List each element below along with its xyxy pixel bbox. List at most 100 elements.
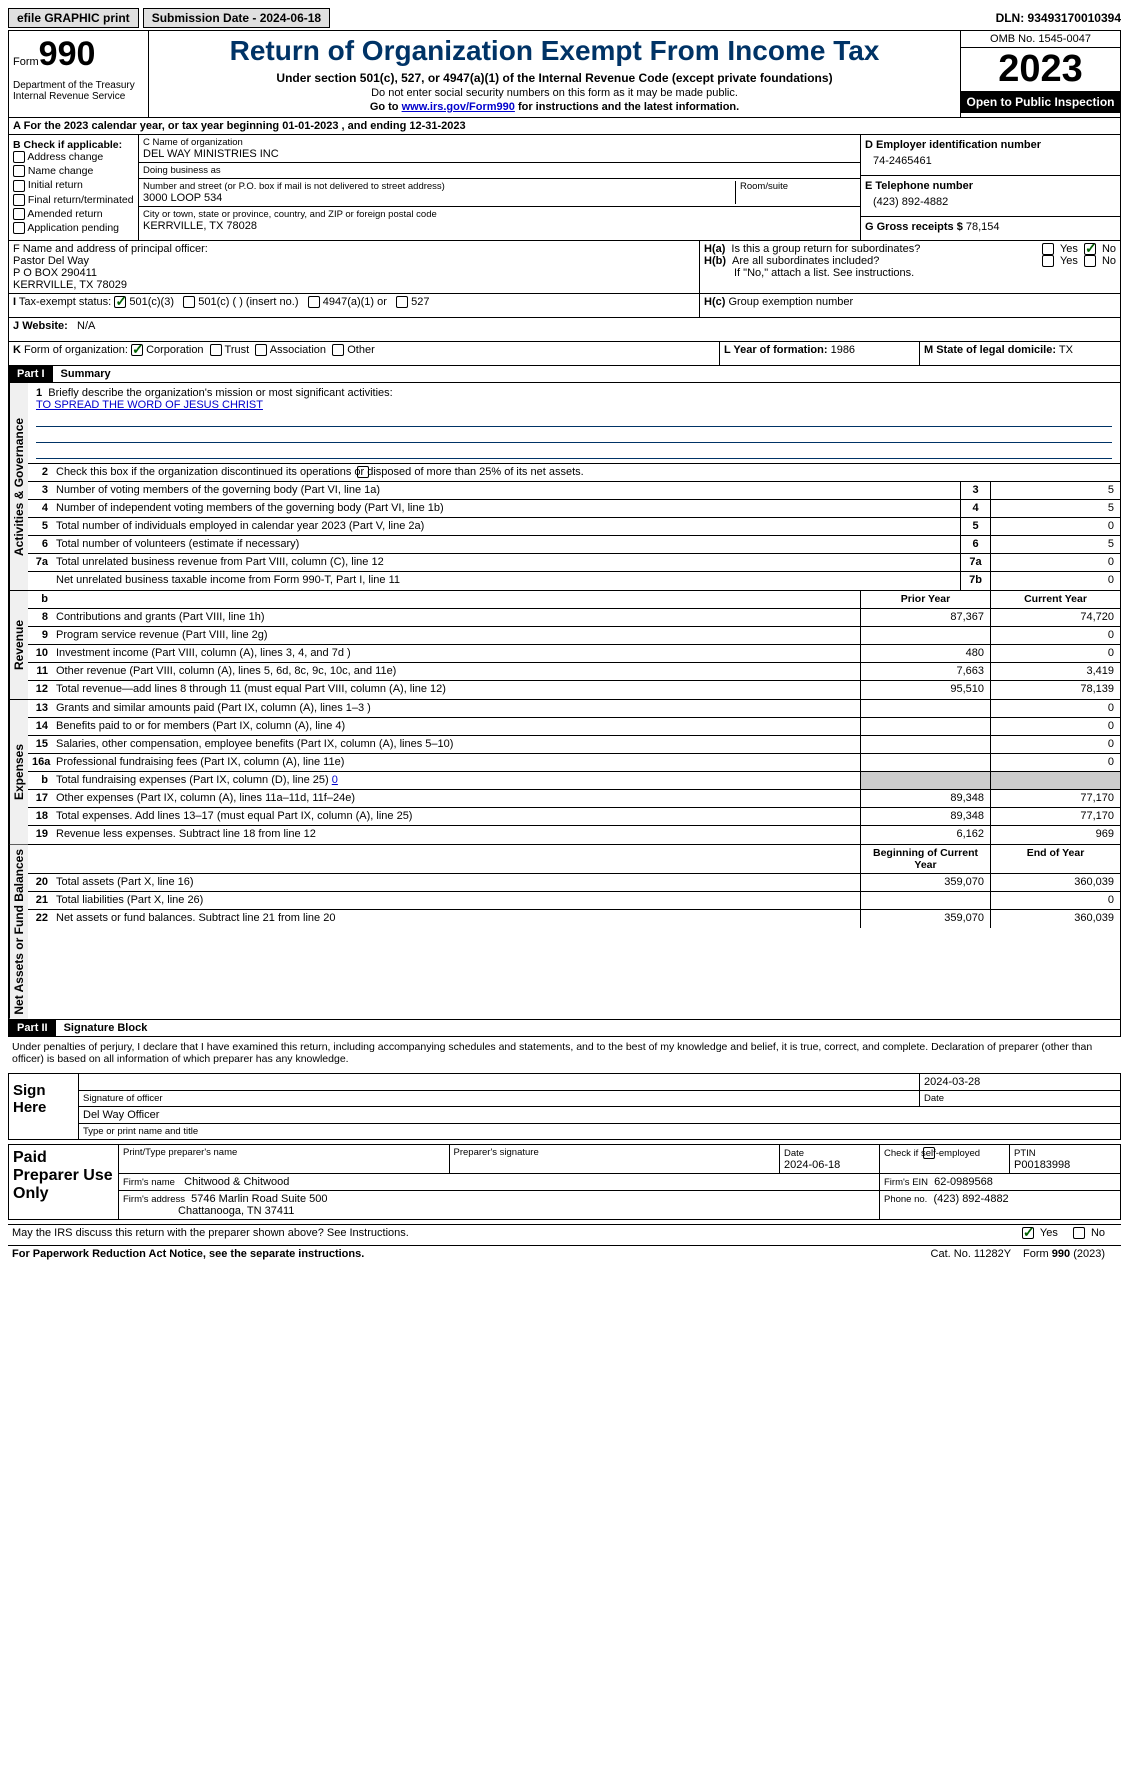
phone: (423) 892-4882 <box>865 192 1116 212</box>
v7a: 0 <box>990 554 1120 571</box>
p18: 89,348 <box>860 808 990 825</box>
cb-hb-no[interactable] <box>1084 255 1096 267</box>
net-assets-label: Net Assets or Fund Balances <box>9 845 28 1019</box>
governance-label: Activities & Governance <box>9 383 28 590</box>
info-grid: B Check if applicable: Address change Na… <box>8 135 1121 241</box>
cb-final-return[interactable] <box>13 194 25 206</box>
dln: DLN: 93493170010394 <box>996 11 1121 25</box>
form-footer: Form 990 (2023) <box>1023 1248 1117 1260</box>
section-revenue: Revenue bPrior YearCurrent Year 8Contrib… <box>8 591 1121 700</box>
cb-ha-no[interactable] <box>1084 243 1096 255</box>
cb-address-change[interactable] <box>13 151 25 163</box>
cb-discontinued[interactable] <box>357 466 369 478</box>
p17: 89,348 <box>860 790 990 807</box>
e21: 0 <box>990 892 1120 909</box>
b22: 359,070 <box>860 910 990 928</box>
v4: 5 <box>990 500 1120 517</box>
c9: 0 <box>990 627 1120 644</box>
cb-discuss-no[interactable] <box>1073 1227 1085 1239</box>
revenue-label: Revenue <box>9 591 28 699</box>
cb-app-pending[interactable] <box>13 222 25 234</box>
room-suite-label: Room/suite <box>740 181 856 192</box>
p9 <box>860 627 990 644</box>
box-b: B Check if applicable: Address change Na… <box>9 135 139 240</box>
c15: 0 <box>990 736 1120 753</box>
c8: 74,720 <box>990 609 1120 626</box>
c18: 77,170 <box>990 808 1120 825</box>
ein: 74-2465461 <box>865 151 1116 171</box>
section-net-assets: Net Assets or Fund Balances Beginning of… <box>8 845 1121 1020</box>
firm-name: Chitwood & Chitwood <box>184 1176 289 1188</box>
org-name: DEL WAY MINISTRIES INC <box>143 148 856 160</box>
cb-trust[interactable] <box>210 344 222 356</box>
cb-hb-yes[interactable] <box>1042 255 1054 267</box>
paid-preparer-block: Paid Preparer Use Only Print/Type prepar… <box>8 1144 1121 1220</box>
e20: 360,039 <box>990 874 1120 891</box>
irs-link[interactable]: www.irs.gov/Form990 <box>402 101 515 113</box>
year-formation: 1986 <box>831 344 855 356</box>
part1-header: Part I Summary <box>8 366 1121 383</box>
cb-527[interactable] <box>396 296 408 308</box>
discuss-row: May the IRS discuss this return with the… <box>8 1224 1121 1241</box>
fundraising-total[interactable]: 0 <box>332 774 338 786</box>
v3: 5 <box>990 482 1120 499</box>
c13: 0 <box>990 700 1120 717</box>
cb-501c3[interactable] <box>114 296 126 308</box>
form-header: Form990 Department of the Treasury Inter… <box>8 30 1121 118</box>
p8: 87,367 <box>860 609 990 626</box>
p11: 7,663 <box>860 663 990 680</box>
p19: 6,162 <box>860 826 990 844</box>
section-governance: Activities & Governance 1 Briefly descri… <box>8 383 1121 591</box>
omb: OMB No. 1545-0047 <box>961 31 1120 48</box>
topbar: efile GRAPHIC print Submission Date - 20… <box>8 8 1121 28</box>
cb-4947[interactable] <box>308 296 320 308</box>
mission-text[interactable]: TO SPREAD THE WORD OF JESUS CHRIST <box>36 399 263 411</box>
prep-date: 2024-06-18 <box>784 1159 840 1171</box>
cb-self-employed[interactable] <box>923 1147 935 1159</box>
cb-501c[interactable] <box>183 296 195 308</box>
sig-date: 2024-03-28 <box>920 1074 1120 1090</box>
cb-discuss-yes[interactable] <box>1022 1227 1034 1239</box>
officer-name: Pastor Del Way <box>13 255 695 267</box>
form-title: Return of Organization Exempt From Incom… <box>153 35 956 67</box>
section-expenses: Expenses 13Grants and similar amounts pa… <box>8 700 1121 845</box>
officer-sig-name: Del Way Officer <box>79 1107 1120 1123</box>
efile-print-button[interactable]: efile GRAPHIC print <box>8 8 139 28</box>
part2-header: Part II Signature Block <box>8 1020 1121 1037</box>
form-label: Form <box>13 56 39 68</box>
expenses-label: Expenses <box>9 700 28 844</box>
box-c: C Name of organization DEL WAY MINISTRIE… <box>139 135 860 240</box>
cb-corp[interactable] <box>131 344 143 356</box>
street-address: 3000 LOOP 534 <box>143 192 735 204</box>
box-deg: D Employer identification number 74-2465… <box>860 135 1120 240</box>
b20: 359,070 <box>860 874 990 891</box>
row-j: J Website: N/A <box>8 318 1121 342</box>
c19: 969 <box>990 826 1120 844</box>
firm-phone: (423) 892-4882 <box>933 1193 1008 1205</box>
cb-amended[interactable] <box>13 208 25 220</box>
cb-other[interactable] <box>332 344 344 356</box>
cb-ha-yes[interactable] <box>1042 243 1054 255</box>
cb-assoc[interactable] <box>255 344 267 356</box>
penalty-text: Under penalties of perjury, I declare th… <box>8 1037 1121 1069</box>
line-a: A For the 2023 calendar year, or tax yea… <box>8 118 1121 135</box>
cb-name-change[interactable] <box>13 165 25 177</box>
v6: 5 <box>990 536 1120 553</box>
form-number: 990 <box>39 35 96 73</box>
cb-initial-return[interactable] <box>13 180 25 192</box>
v5: 0 <box>990 518 1120 535</box>
c16a: 0 <box>990 754 1120 771</box>
form-note1: Do not enter social security numbers on … <box>153 87 956 99</box>
cat-no: Cat. No. 11282Y <box>931 1248 1024 1260</box>
firm-addr: 5746 Marlin Road Suite 500 <box>191 1193 327 1205</box>
c14: 0 <box>990 718 1120 735</box>
c11: 3,419 <box>990 663 1120 680</box>
footer: For Paperwork Reduction Act Notice, see … <box>8 1245 1121 1262</box>
c12: 78,139 <box>990 681 1120 699</box>
city-state-zip: KERRVILLE, TX 78028 <box>143 220 856 232</box>
form-note2: Go to www.irs.gov/Form990 for instructio… <box>153 101 956 113</box>
p12: 95,510 <box>860 681 990 699</box>
website: N/A <box>77 320 95 332</box>
open-inspection: Open to Public Inspection <box>961 91 1120 113</box>
row-fh: F Name and address of principal officer:… <box>8 241 1121 294</box>
